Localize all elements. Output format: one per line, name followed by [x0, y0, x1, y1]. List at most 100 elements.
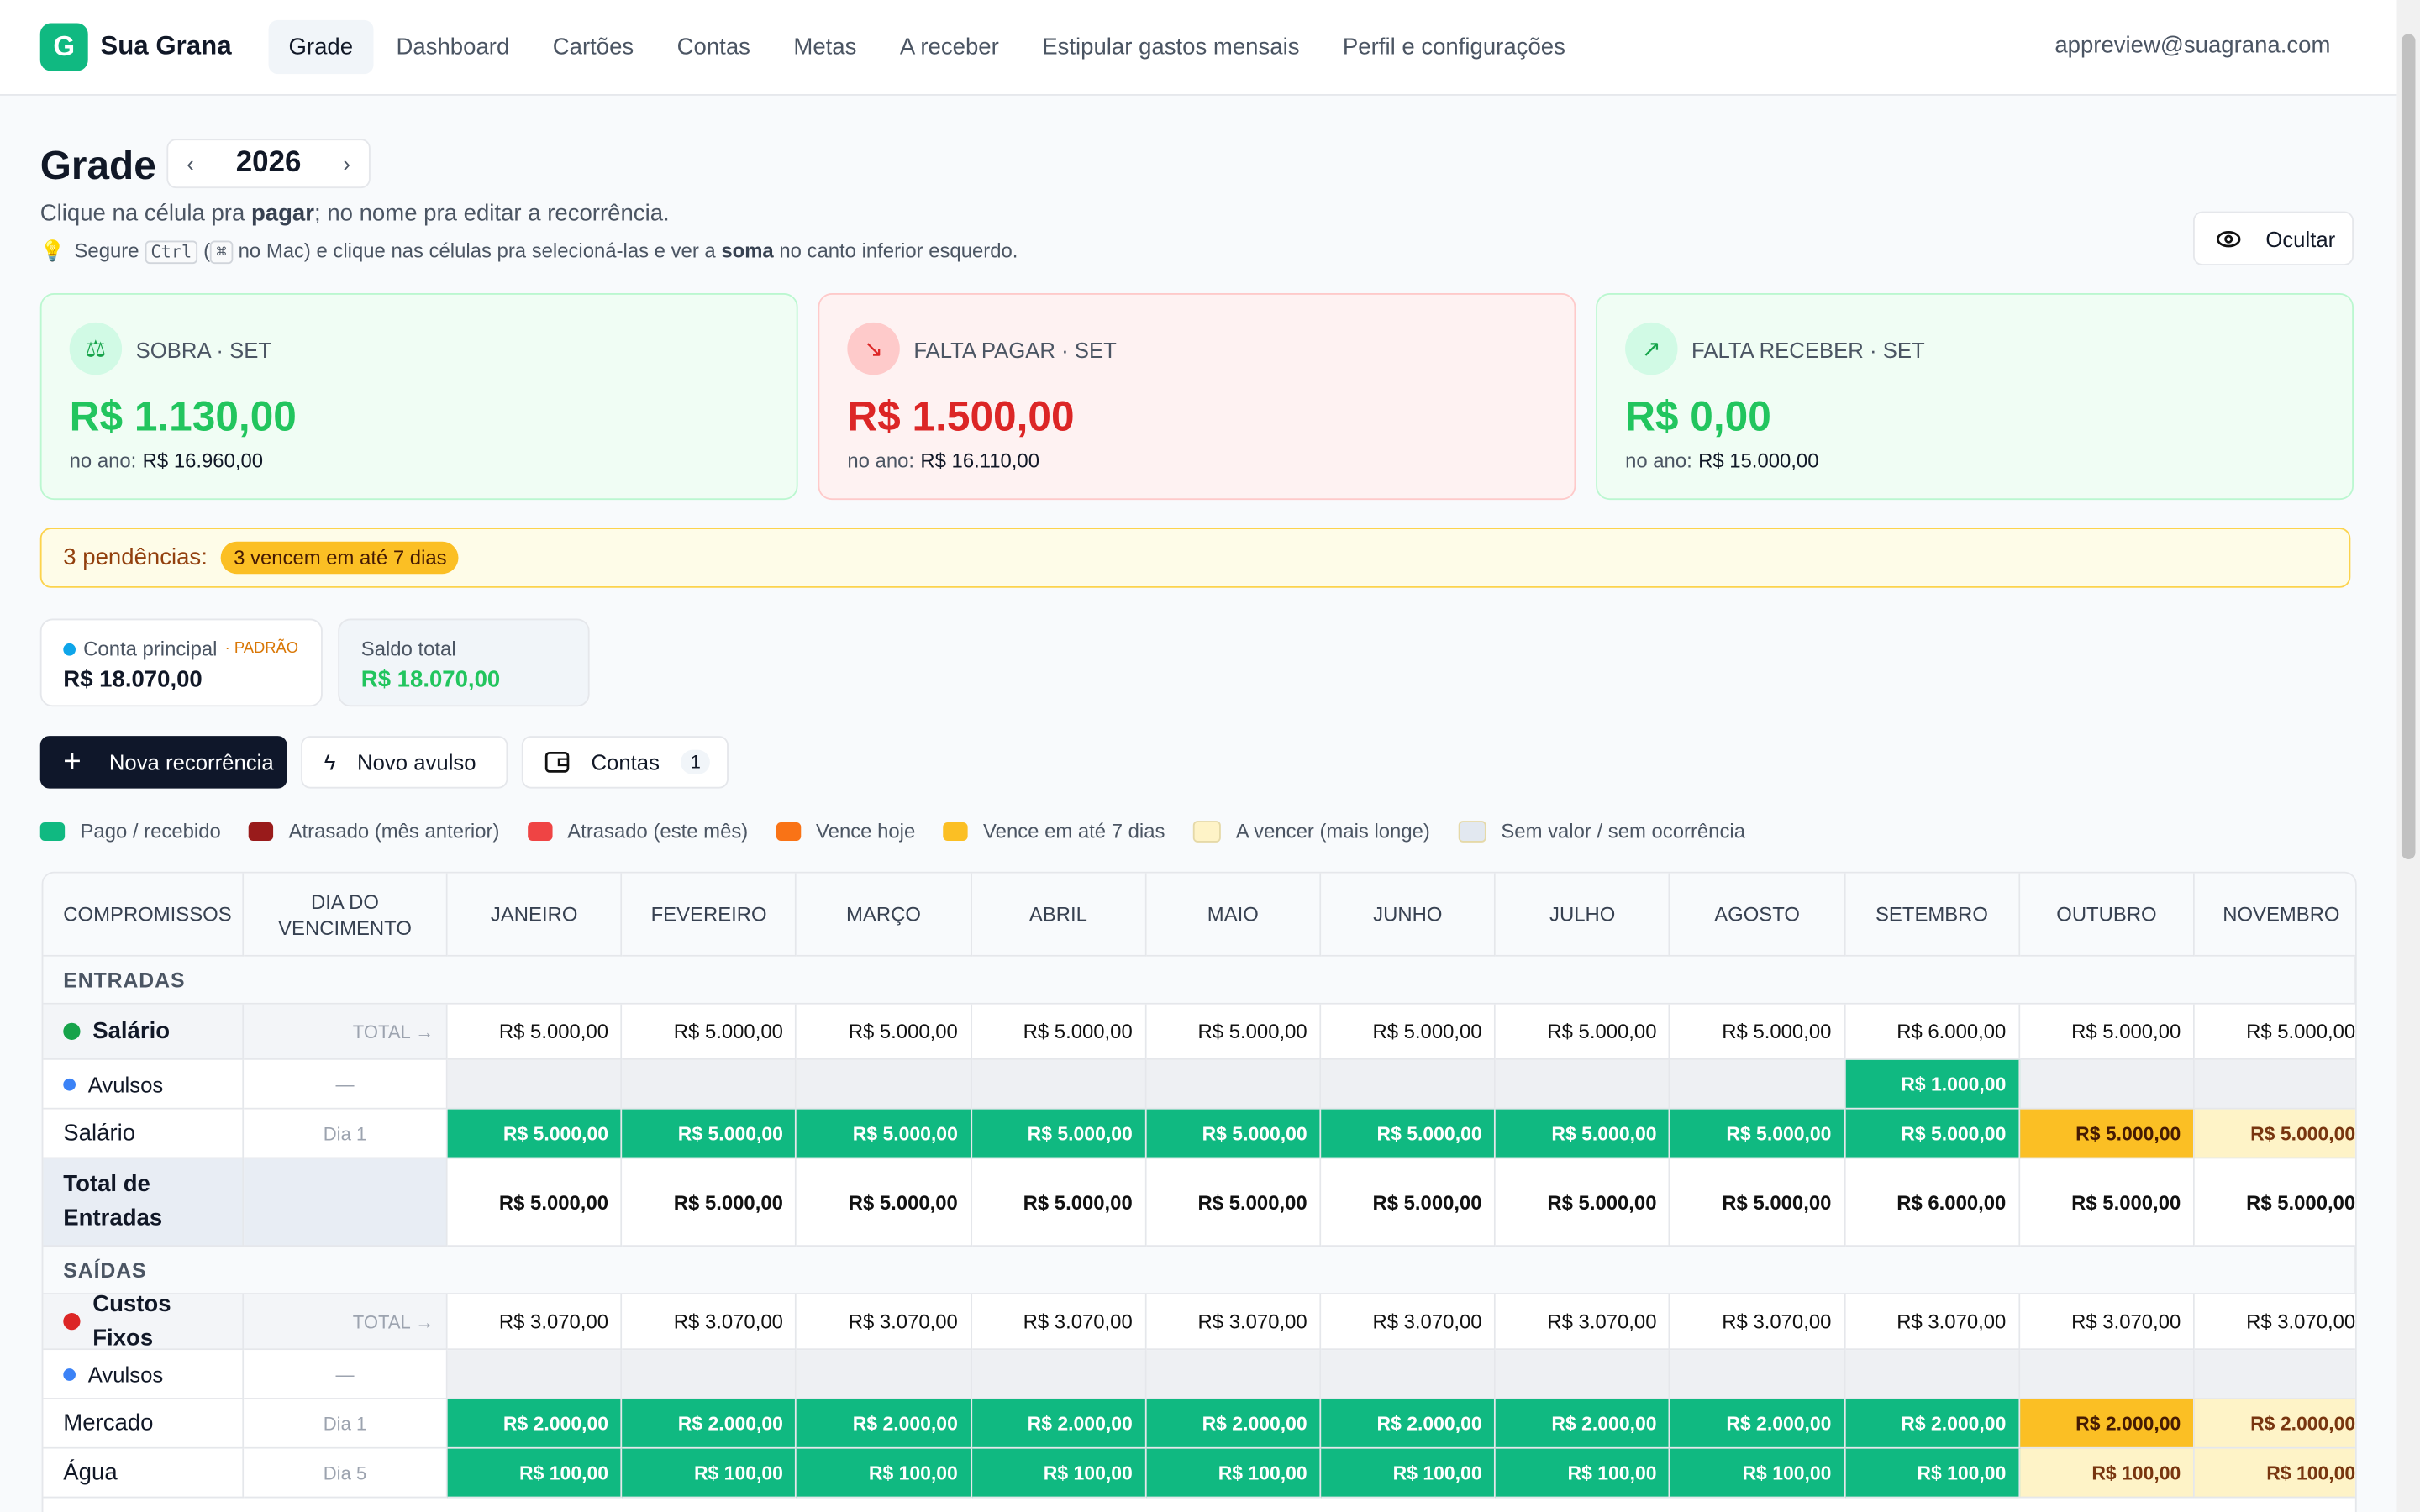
- month-cell[interactable]: R$ 5.000,00: [1496, 1158, 1671, 1247]
- row-name[interactable]: Avulsos: [43, 1350, 245, 1399]
- month-cell[interactable]: R$ 2.000,00: [1496, 1399, 1671, 1449]
- month-cell[interactable]: [2019, 1350, 2195, 1399]
- month-cell[interactable]: R$ 2.000,00: [622, 1399, 797, 1449]
- month-cell[interactable]: R$ 5.000,00: [2019, 1109, 2195, 1159]
- month-cell[interactable]: R$ 5.000,00: [971, 1109, 1147, 1159]
- row-name[interactable]: Custos Fixos: [43, 1290, 245, 1351]
- month-cell[interactable]: R$ 5.000,00: [622, 1158, 797, 1247]
- new-recurrence-button[interactable]: + Nova recorrência: [39, 736, 287, 789]
- nav-link[interactable]: A receber: [899, 34, 999, 60]
- month-cell[interactable]: [2194, 1059, 2355, 1110]
- row-name[interactable]: Total de Entradas: [43, 1158, 245, 1247]
- month-cell[interactable]: [2019, 1059, 2195, 1110]
- month-cell[interactable]: R$ 100,00: [1321, 1448, 1497, 1499]
- month-cell[interactable]: R$ 5.000,00: [1146, 1109, 1322, 1159]
- month-cell[interactable]: [1844, 1350, 2020, 1399]
- month-cell[interactable]: R$ 5.000,00: [1146, 1158, 1322, 1247]
- month-cell[interactable]: R$ 6.000,00: [1844, 1004, 2020, 1060]
- month-cell[interactable]: R$ 100,00: [1670, 1448, 1845, 1499]
- nav-link[interactable]: Perfil e configurações: [1342, 34, 1565, 60]
- month-cell[interactable]: R$ 100,00: [447, 1448, 623, 1499]
- month-cell[interactable]: R$ 100,00: [2019, 1448, 2195, 1499]
- month-cell[interactable]: R$ 5.000,00: [1146, 1004, 1322, 1060]
- month-cell[interactable]: R$ 5.000,00: [2019, 1004, 2195, 1060]
- scrollbar-thumb[interactable]: [2401, 34, 2416, 860]
- nav-link[interactable]: Cartões: [552, 34, 634, 60]
- month-cell[interactable]: R$ 100,00: [797, 1448, 972, 1499]
- month-cell[interactable]: [447, 1059, 623, 1110]
- month-cell[interactable]: R$ 2.000,00: [1844, 1399, 2020, 1449]
- prev-year[interactable]: ‹: [187, 150, 194, 176]
- month-cell[interactable]: R$ 5.000,00: [1496, 1109, 1671, 1159]
- nav-link[interactable]: Estipular gastos mensais: [1042, 34, 1300, 60]
- month-cell[interactable]: R$ 2.000,00: [1321, 1399, 1497, 1449]
- month-cell[interactable]: R$ 100,00: [1496, 1448, 1671, 1499]
- month-cell[interactable]: R$ 100,00: [2194, 1448, 2355, 1499]
- month-cell[interactable]: R$ 3.070,00: [971, 1294, 1147, 1351]
- month-cell[interactable]: [1146, 1059, 1322, 1110]
- month-cell[interactable]: R$ 6.000,00: [1844, 1158, 2020, 1247]
- month-cell[interactable]: R$ 5.000,00: [971, 1158, 1147, 1247]
- month-cell[interactable]: R$ 5.000,00: [1321, 1109, 1497, 1159]
- row-name[interactable]: Avulsos: [43, 1059, 245, 1110]
- month-cell[interactable]: R$ 5.000,00: [622, 1109, 797, 1159]
- month-cell[interactable]: R$ 2.000,00: [1670, 1399, 1845, 1449]
- month-cell[interactable]: [1496, 1059, 1671, 1110]
- month-cell[interactable]: [1321, 1059, 1497, 1110]
- month-cell[interactable]: R$ 5.000,00: [2019, 1158, 2195, 1247]
- month-cell[interactable]: R$ 3.070,00: [1670, 1294, 1845, 1351]
- month-cell[interactable]: R$ 3.070,00: [1321, 1294, 1497, 1351]
- month-cell[interactable]: [971, 1350, 1147, 1399]
- month-cell[interactable]: R$ 2.000,00: [2019, 1399, 2195, 1449]
- month-cell[interactable]: R$ 5.000,00: [797, 1004, 972, 1060]
- month-cell[interactable]: R$ 5.000,00: [797, 1109, 972, 1159]
- month-cell[interactable]: R$ 5.000,00: [2194, 1158, 2355, 1247]
- month-cell[interactable]: R$ 5.000,00: [447, 1109, 623, 1159]
- month-cell[interactable]: [797, 1350, 972, 1399]
- month-cell[interactable]: R$ 5.000,00: [1670, 1004, 1845, 1060]
- month-cell[interactable]: R$ 5.000,00: [622, 1004, 797, 1060]
- user-email[interactable]: appreview@suagrana.com: [2054, 32, 2331, 59]
- row-name[interactable]: Salário: [43, 1004, 245, 1060]
- month-cell[interactable]: R$ 3.070,00: [1844, 1294, 2020, 1351]
- month-cell[interactable]: [622, 1059, 797, 1110]
- month-cell[interactable]: [797, 1059, 972, 1110]
- month-cell[interactable]: [2194, 1350, 2355, 1399]
- month-cell[interactable]: R$ 5.000,00: [2194, 1109, 2355, 1159]
- month-cell[interactable]: R$ 5.000,00: [1670, 1109, 1845, 1159]
- month-cell[interactable]: R$ 100,00: [1844, 1448, 2020, 1499]
- pending-bar[interactable]: 3 pendências: 3 vencem em até 7 dias: [39, 528, 2351, 588]
- month-cell[interactable]: [1670, 1059, 1845, 1110]
- nav-link[interactable]: Metas: [793, 34, 857, 60]
- nav-link[interactable]: Grade: [268, 19, 373, 75]
- month-cell[interactable]: [971, 1059, 1147, 1110]
- nav-link[interactable]: Dashboard: [396, 34, 510, 60]
- month-cell[interactable]: R$ 3.070,00: [1496, 1294, 1671, 1351]
- month-cell[interactable]: R$ 5.000,00: [1670, 1158, 1845, 1247]
- month-cell[interactable]: [622, 1350, 797, 1399]
- month-cell[interactable]: [1496, 1350, 1671, 1399]
- row-name[interactable]: Mercado: [43, 1399, 245, 1449]
- month-cell[interactable]: R$ 5.000,00: [447, 1158, 623, 1247]
- month-cell[interactable]: R$ 2.000,00: [2194, 1399, 2355, 1449]
- month-cell[interactable]: R$ 1.000,00: [1844, 1059, 2020, 1110]
- hide-button[interactable]: Ocultar: [2192, 211, 2354, 265]
- month-cell[interactable]: R$ 3.070,00: [2019, 1294, 2195, 1351]
- month-cell[interactable]: R$ 5.000,00: [447, 1004, 623, 1060]
- month-cell[interactable]: R$ 2.000,00: [1146, 1399, 1322, 1449]
- month-cell[interactable]: R$ 5.000,00: [797, 1158, 972, 1247]
- month-cell[interactable]: R$ 5.000,00: [2194, 1004, 2355, 1060]
- new-single-button[interactable]: ϟ Novo avulso: [301, 736, 508, 789]
- month-cell[interactable]: R$ 100,00: [971, 1448, 1147, 1499]
- row-name[interactable]: Salário: [43, 1109, 245, 1159]
- month-cell[interactable]: R$ 2.000,00: [971, 1399, 1147, 1449]
- account-card[interactable]: Conta principal · PADRÃO R$ 18.070,00: [39, 618, 323, 707]
- month-cell[interactable]: R$ 5.000,00: [1321, 1158, 1497, 1247]
- month-cell[interactable]: R$ 5.000,00: [1321, 1004, 1497, 1060]
- month-cell[interactable]: [447, 1350, 623, 1399]
- month-cell[interactable]: R$ 5.000,00: [1496, 1004, 1671, 1060]
- month-cell[interactable]: R$ 2.000,00: [447, 1399, 623, 1449]
- nav-link[interactable]: Contas: [676, 34, 750, 60]
- month-cell[interactable]: R$ 3.070,00: [1146, 1294, 1322, 1351]
- row-name[interactable]: Água: [43, 1448, 245, 1499]
